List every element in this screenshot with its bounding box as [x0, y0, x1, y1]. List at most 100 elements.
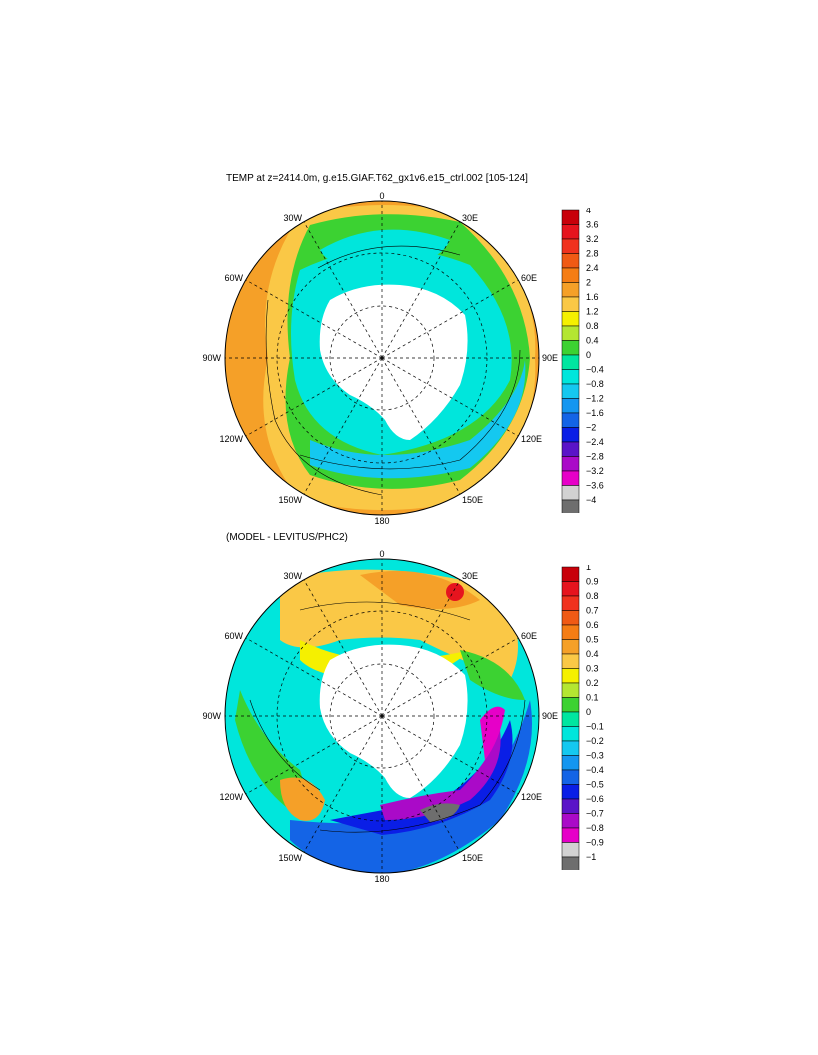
lon-label: 90E — [542, 711, 558, 721]
colorbar-label: 0.4 — [586, 649, 599, 659]
colorbar-swatch — [561, 595, 580, 611]
colorbar-swatch — [561, 340, 580, 356]
colorbar-label: 0.7 — [586, 606, 599, 616]
panel-2-colorbar: 1 0.9 0.8 0.7 0.6 0.5 0.4 0.3 0.2 0.1 0 −0.1 −0.2 −0.… — [561, 565, 604, 870]
colorbar-swatch — [561, 369, 580, 385]
colorbar-label: 2.4 — [586, 263, 599, 273]
colorbar-swatch — [561, 311, 580, 327]
colorbar-label: −0.3 — [586, 751, 604, 761]
colorbar-swatch — [561, 653, 580, 669]
lon-label: 150E — [462, 853, 483, 863]
panel-1-colorbar: 4 3.6 3.2 2.8 2.4 2 1.6 1.2 0.8 0.4 0 −0.4 −0.8 −1.2 −… — [561, 208, 604, 513]
colorbar-swatch — [561, 325, 580, 341]
colorbar-swatch — [561, 383, 580, 399]
colorbar-swatch — [561, 697, 580, 713]
lon-label: 0 — [379, 549, 384, 559]
colorbar-swatch — [561, 238, 580, 254]
colorbar-label: −3.2 — [586, 466, 604, 476]
colorbar-label: 3.2 — [586, 234, 599, 244]
colorbar-swatch — [561, 282, 580, 298]
lon-label: 30W — [283, 213, 302, 223]
lon-label: 60E — [521, 273, 537, 283]
colorbar-swatch — [561, 441, 580, 457]
colorbar-label: −4 — [586, 495, 596, 505]
colorbar-swatch — [561, 485, 580, 501]
lon-label: 180 — [374, 874, 389, 884]
colorbar-label: −0.4 — [586, 765, 604, 775]
lon-label: 120E — [521, 792, 542, 802]
colorbar-label: 0.8 — [586, 321, 599, 331]
colorbar-label: 0.4 — [586, 336, 599, 346]
lon-label: 180 — [374, 516, 389, 526]
panel-2-polar-map: 0 30E 60E 90E 120E 150E 180 150W 120W 90… — [202, 549, 558, 884]
lon-label: 30E — [462, 213, 478, 223]
colorbar-swatch — [561, 209, 580, 225]
lon-label: 30E — [462, 571, 478, 581]
colorbar-label: −0.1 — [586, 722, 604, 732]
lon-label: 150W — [278, 495, 302, 505]
lon-label: 90W — [202, 353, 221, 363]
colorbar-label: −0.8 — [586, 823, 604, 833]
colorbar-label: 4 — [586, 208, 591, 215]
colorbar-swatch — [561, 682, 580, 698]
colorbar-label: 0.9 — [586, 577, 599, 587]
colorbar-swatch — [561, 740, 580, 756]
colorbar-label: −1.6 — [586, 408, 604, 418]
colorbar-label: 0 — [586, 350, 591, 360]
colorbar-swatch — [561, 769, 580, 785]
colorbar-label: 3.6 — [586, 220, 599, 230]
lon-label: 120W — [219, 792, 243, 802]
colorbar-swatch — [561, 354, 580, 370]
colorbar-label: −2.4 — [586, 437, 604, 447]
colorbar-swatch — [561, 427, 580, 443]
colorbar-swatch — [561, 726, 580, 742]
colorbar-swatch — [561, 856, 580, 870]
lon-label: 90W — [202, 711, 221, 721]
colorbar-swatch — [561, 639, 580, 655]
colorbar-label: 0 — [586, 707, 591, 717]
colorbar-label: 0.8 — [586, 591, 599, 601]
colorbar-label: −2.8 — [586, 452, 604, 462]
lon-label: 120W — [219, 434, 243, 444]
colorbar-label: −3.6 — [586, 481, 604, 491]
colorbar-swatch — [561, 813, 580, 829]
colorbar-swatch — [561, 224, 580, 240]
colorbar-swatch — [561, 456, 580, 472]
colorbar-label: 0.2 — [586, 678, 599, 688]
lon-label: 30W — [283, 571, 302, 581]
colorbar-label: 0.1 — [586, 693, 599, 703]
colorbar-label: 0.3 — [586, 664, 599, 674]
colorbar-swatch — [561, 267, 580, 283]
colorbar-swatch — [561, 470, 580, 486]
colorbar-swatch — [561, 784, 580, 800]
colorbar-label: −0.7 — [586, 809, 604, 819]
colorbar-swatch — [561, 827, 580, 843]
colorbar-label: −2 — [586, 423, 596, 433]
lon-label: 150W — [278, 853, 302, 863]
colorbar-label: −0.4 — [586, 365, 604, 375]
lon-label: 60W — [224, 273, 243, 283]
panel-1-polar-map: 0 30E 60E 90E 120E 150E 180 150W 120W 90… — [202, 191, 558, 526]
colorbar-label: 0.5 — [586, 635, 599, 645]
panel-2-title: (MODEL - LEVITUS/PHC2) — [226, 532, 348, 543]
colorbar-swatch — [561, 296, 580, 312]
colorbar-swatch — [561, 711, 580, 727]
colorbar-label: −0.8 — [586, 379, 604, 389]
colorbar-label: −1.2 — [586, 394, 604, 404]
colorbar-label: −1 — [586, 852, 596, 862]
colorbar-label: −0.6 — [586, 794, 604, 804]
panel-1-title: TEMP at z=2414.0m, g.e15.GIAF.T62_gx1v6.… — [226, 173, 528, 184]
colorbar-swatch — [561, 398, 580, 414]
colorbar-swatch — [561, 253, 580, 269]
lon-label: 0 — [379, 191, 384, 201]
lon-label: 120E — [521, 434, 542, 444]
colorbar-label: −0.5 — [586, 780, 604, 790]
colorbar-swatch — [561, 566, 580, 582]
colorbar-label: −0.2 — [586, 736, 604, 746]
colorbar-swatch — [561, 798, 580, 814]
colorbar-label: 2 — [586, 278, 591, 288]
colorbar-label: 0.6 — [586, 620, 599, 630]
lon-label: 60W — [224, 631, 243, 641]
colorbar-swatch — [561, 842, 580, 858]
colorbar-swatch — [561, 668, 580, 684]
